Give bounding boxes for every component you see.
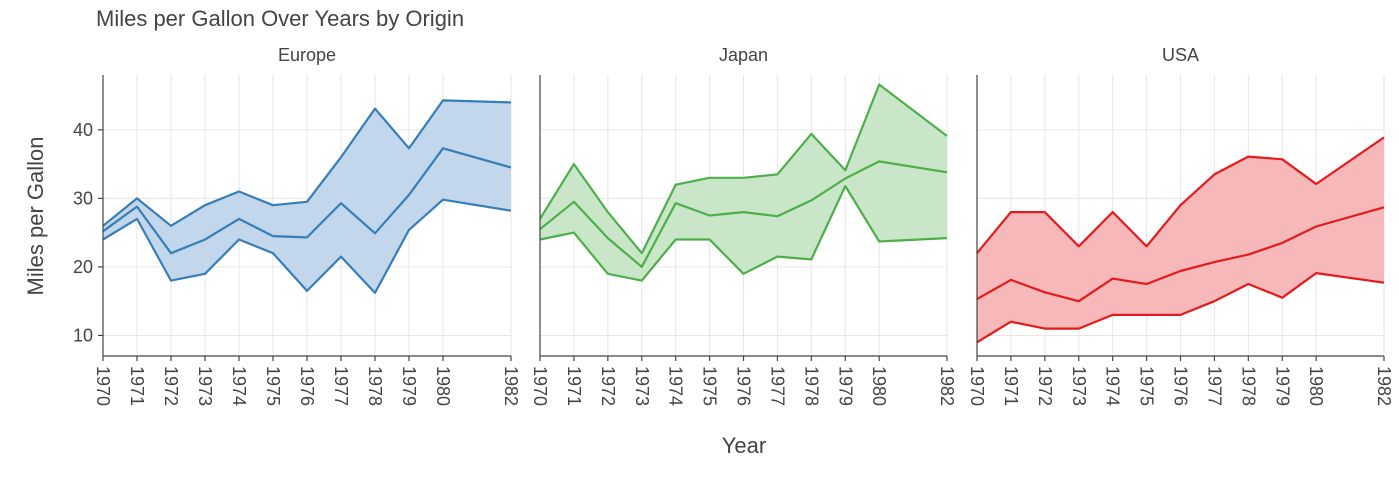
x-tick-label: 1980 [869,366,889,406]
x-tick-label: 1975 [263,366,283,406]
x-tick-label: 1977 [1204,366,1224,406]
x-tick-label: 1974 [666,366,686,406]
x-tick-label: 1971 [1001,366,1021,406]
x-tick-label: 1975 [700,366,720,406]
facet-europe: Europe 10 20 30 40 1970 1971 1972 1973 1974 1975 19… [73,45,521,406]
min-line [102,198,512,294]
y-axis-title: Miles per Gallon [23,137,48,296]
x-tick-label: 1976 [1171,366,1191,406]
x-tick-label: 1979 [1272,366,1292,406]
range-band [977,137,1384,343]
chart-title: Miles per Gallon Over Years by Origin [96,6,464,31]
x-tick-label: 1977 [767,366,787,406]
x-tick-label: 1973 [195,366,215,406]
x-tick-label: 1976 [734,366,754,406]
max-line [102,99,512,227]
x-axis-title: Year [722,433,766,458]
mean-line [976,206,1385,303]
x-tick-label: 1975 [1137,366,1157,406]
facet-label: Europe [278,45,336,65]
x-tick-label: 1971 [127,366,147,406]
min-line [976,272,1385,344]
min-line [539,184,948,282]
x-tick-label: 1973 [1069,366,1089,406]
max-line [539,83,948,255]
facet-usa: USA 1970 1971 1972 1973 1974 1975 1976 1977 1978 1… [967,45,1394,406]
mean-line [539,160,948,268]
mean-line [102,147,512,255]
x-tick-label: 1978 [801,366,821,406]
x-tick-label: 1977 [331,366,351,406]
x-tick-label: 1972 [1035,366,1055,406]
x-tick-label: 1974 [229,366,249,406]
x-tick-label: 1973 [632,366,652,406]
x-tick-label: 1971 [564,366,584,406]
y-tick-label: 30 [73,188,93,208]
x-tick-label: 1979 [835,366,855,406]
facet-japan: Japan 1970 1971 1972 1973 1974 1975 1976 1977 197… [530,45,957,406]
x-tick-label: 1970 [93,366,113,406]
x-tick-label: 1972 [161,366,181,406]
x-tick-label: 1978 [1238,366,1258,406]
x-tick-label: 1982 [937,366,957,406]
x-tick-label: 1972 [598,366,618,406]
x-tick-label: 1976 [297,366,317,406]
y-tick-label: 40 [73,120,93,140]
y-tick-label: 10 [73,325,93,345]
max-line [976,136,1385,254]
x-tick-label: 1979 [399,366,419,406]
facet-label: Japan [719,45,768,65]
x-tick-label: 1970 [967,366,987,406]
facet-panels: Europe 10 20 30 40 1970 1971 1972 1973 1974 1975 19… [73,45,1394,406]
x-tick-label: 1982 [1374,366,1394,406]
y-tick-label: 20 [73,257,93,277]
x-tick-label: 1980 [433,366,453,406]
range-band [540,84,947,281]
facet-label: USA [1162,45,1199,65]
x-tick-label: 1978 [365,366,385,406]
x-tick-label: 1974 [1103,366,1123,406]
x-tick-label: 1982 [501,366,521,406]
x-tick-label: 1970 [530,366,550,406]
x-tick-label: 1980 [1306,366,1326,406]
